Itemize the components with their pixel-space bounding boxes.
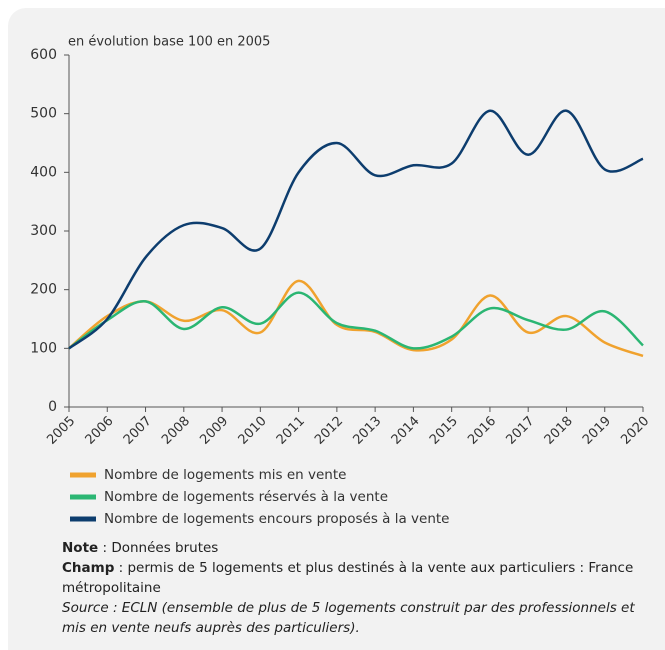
line [68, 291, 644, 350]
y-tick-label: 0 [48, 399, 57, 415]
x-tick-label: 2018 [542, 414, 576, 448]
x-tick-label: 2017 [503, 414, 537, 448]
y-tick-label: 200 [30, 282, 57, 298]
y-tick-label: 300 [30, 223, 57, 239]
y-tick-label: 100 [30, 340, 57, 356]
note-text: : Données brutes [98, 540, 219, 556]
y-tick-label: 500 [30, 106, 57, 122]
legend-swatch [70, 516, 96, 522]
x-tick-label: 2006 [83, 414, 117, 448]
y-tick-label: 600 [30, 47, 57, 63]
line [68, 279, 644, 358]
x-tick-label: 2005 [44, 414, 78, 448]
legend-label: Nombre de logements réservés à la vente [104, 489, 388, 505]
x-tick-label: 2011 [274, 414, 308, 448]
line [68, 109, 644, 350]
chart: en évolution base 100 en 2005 0 100 200 300… [30, 35, 652, 528]
note-label: Note [62, 540, 99, 556]
legend-swatch [70, 494, 96, 500]
note: Note : Données brutes [62, 538, 657, 558]
y-axis-label: en évolution base 100 en 2005 [68, 35, 270, 50]
champ-label: Champ [62, 560, 115, 576]
source: Source : ECLN (ensemble de plus de 5 log… [62, 600, 635, 636]
legend-swatch [70, 472, 96, 478]
x-tick-label: 2014 [389, 414, 423, 448]
x-tick-label: 2008 [159, 414, 193, 448]
x-tick-label: 2012 [312, 414, 346, 448]
x-tick-label: 2007 [121, 414, 155, 448]
x-tick-label: 2016 [465, 414, 499, 448]
champ: Champ : permis de 5 logements et plus de… [62, 558, 657, 598]
x-tick-label: 2010 [236, 414, 270, 448]
x-tick-label: 2013 [350, 414, 384, 448]
champ-text: : permis de 5 logements et plus destinés… [62, 560, 634, 596]
x-tick-label: 2019 [580, 414, 614, 448]
y-tick-label: 400 [30, 164, 57, 180]
x-tick-label: 2020 [618, 414, 652, 448]
legend-label: Nombre de logements mis en vente [104, 467, 346, 483]
notes: Note : Données brutes Champ : permis de … [62, 538, 657, 638]
legend-label: Nombre de logements encours proposés à l… [104, 511, 450, 527]
x-tick-label: 2009 [197, 414, 231, 448]
x-tick-label: 2015 [427, 414, 461, 448]
